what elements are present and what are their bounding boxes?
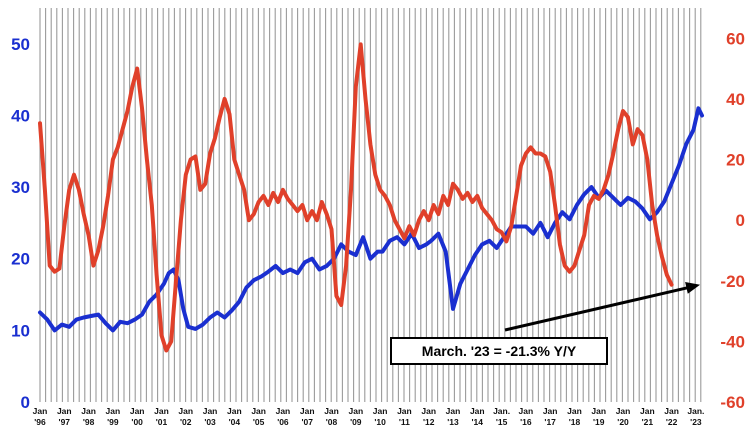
- x-tick-label-bottom: '21: [642, 417, 654, 427]
- x-tick-label-top: Jan: [33, 406, 48, 416]
- right-tick-label: 60: [726, 29, 745, 48]
- x-tick-label-bottom: '16: [520, 417, 532, 427]
- x-tick-label-bottom: '18: [569, 417, 581, 427]
- right-tick-label: 40: [726, 90, 745, 109]
- x-tick-label-top: Jan: [178, 406, 193, 416]
- x-tick-label-top: Jan.: [493, 406, 510, 416]
- x-tick-label-bottom: '11: [399, 417, 410, 427]
- x-tick-label-bottom: '19: [593, 417, 605, 427]
- x-tick-label-top: Jan: [276, 406, 291, 416]
- x-tick-label-top: Jan: [567, 406, 582, 416]
- x-tick-label-top: Jan: [300, 406, 315, 416]
- x-tick-label-top: Jan: [616, 406, 631, 416]
- x-tick-label-top: Jan: [130, 406, 145, 416]
- left-tick-label: 30: [11, 178, 30, 197]
- x-tick-label-bottom: '14: [472, 417, 484, 427]
- x-axis: Jan'96Jan'97Jan'98Jan'99Jan'00Jan'01Jan'…: [33, 406, 705, 427]
- annotation-arrow: [504, 282, 701, 332]
- x-tick-label-top: Jan: [324, 406, 339, 416]
- annotation-box: March. '23 = -21.3% Y/Y: [390, 337, 608, 365]
- right-tick-label: 20: [726, 151, 745, 170]
- right-axis: -60 -40 -20 0 20 40 60: [720, 29, 745, 412]
- right-tick-label: -60: [720, 393, 745, 412]
- x-tick-label-top: Jan: [57, 406, 72, 416]
- series-line-1: [38, 106, 704, 333]
- x-tick-label-bottom: '08: [326, 417, 338, 427]
- x-tick-label-top: Jan: [251, 406, 266, 416]
- x-tick-label-bottom: '12: [423, 417, 435, 427]
- series-lines: [38, 42, 704, 353]
- x-tick-label-bottom: '15: [496, 417, 508, 427]
- x-tick-label-top: Jan: [421, 406, 436, 416]
- right-tick-label: 0: [736, 211, 745, 230]
- x-tick-label-bottom: '05: [253, 417, 265, 427]
- x-tick-label-top: Jan: [373, 406, 388, 416]
- left-tick-label: 40: [11, 106, 30, 125]
- x-tick-label-bottom: '17: [544, 417, 556, 427]
- x-tick-label-bottom: '00: [131, 417, 143, 427]
- x-tick-label-bottom: '97: [59, 417, 71, 427]
- x-tick-label-bottom: '98: [83, 417, 95, 427]
- x-tick-label-bottom: '03: [204, 417, 216, 427]
- x-tick-label-bottom: '13: [447, 417, 459, 427]
- right-tick-label: -40: [720, 332, 745, 351]
- x-tick-label-top: Jan: [519, 406, 534, 416]
- x-tick-label-bottom: '04: [229, 417, 241, 427]
- annotation-arrow-line: [504, 285, 693, 332]
- series-line-2: [38, 42, 674, 353]
- left-axis: 0 10 20 30 40 50: [11, 35, 30, 412]
- x-tick-label-top: Jan: [227, 406, 242, 416]
- annotation-text: March. '23 = -21.3% Y/Y: [421, 343, 577, 359]
- x-tick-label-top: Jan: [154, 406, 169, 416]
- annotation-arrow-head: [685, 282, 701, 294]
- x-tick-label-bottom: '20: [617, 417, 629, 427]
- x-tick-label-bottom: '09: [350, 417, 362, 427]
- x-tick-label-bottom: '06: [277, 417, 289, 427]
- x-tick-label-top: Jan: [543, 406, 558, 416]
- x-tick-label-top: Jan: [591, 406, 606, 416]
- x-tick-label-bottom: '23: [690, 417, 702, 427]
- x-tick-label-top: Jan: [664, 406, 679, 416]
- x-tick-label-top: Jan: [446, 406, 461, 416]
- x-tick-label-bottom: '07: [301, 417, 313, 427]
- left-tick-label: 50: [11, 35, 30, 54]
- x-tick-label-top: Jan: [640, 406, 655, 416]
- x-tick-label-bottom: '96: [34, 417, 46, 427]
- left-tick-label: 20: [11, 250, 30, 269]
- right-tick-label: -20: [720, 272, 745, 291]
- x-tick-label-bottom: '99: [107, 417, 119, 427]
- x-tick-label-top: Jan: [470, 406, 485, 416]
- x-tick-label-top: Jan: [106, 406, 121, 416]
- x-tick-label-bottom: '02: [180, 417, 192, 427]
- x-tick-label-top: Jan: [203, 406, 218, 416]
- x-tick-label-top: Jan.: [687, 406, 704, 416]
- x-tick-label-bottom: '10: [374, 417, 386, 427]
- left-tick-label: 0: [21, 393, 30, 412]
- x-tick-label-top: Jan: [348, 406, 363, 416]
- left-tick-label: 10: [11, 321, 30, 340]
- x-tick-label-bottom: '22: [666, 417, 678, 427]
- x-tick-label-bottom: '01: [156, 417, 168, 427]
- x-tick-label-top: Jan: [81, 406, 96, 416]
- x-tick-label-top: Jan: [397, 406, 412, 416]
